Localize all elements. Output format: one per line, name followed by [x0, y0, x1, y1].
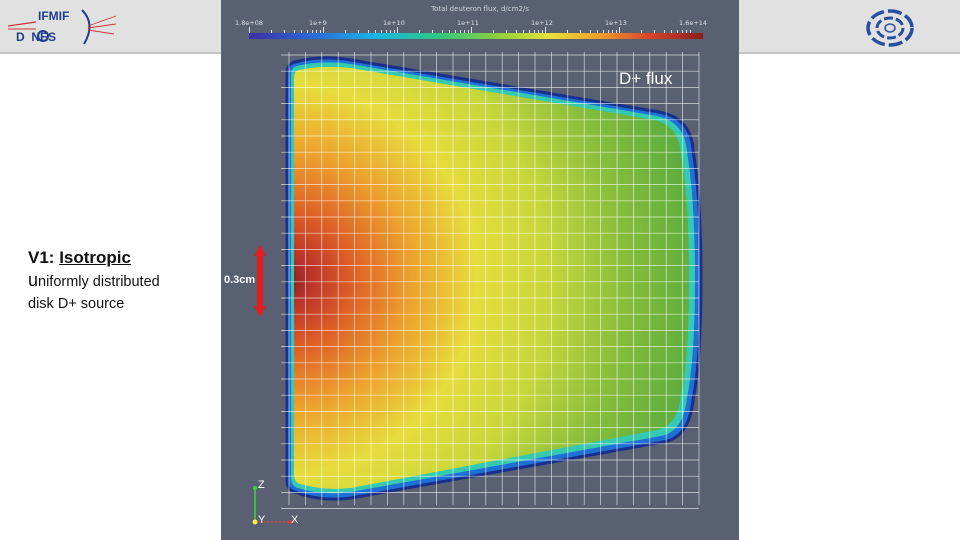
flux-map	[252, 52, 703, 525]
colorbar-tick	[467, 30, 469, 33]
flux-region-fill	[294, 66, 689, 489]
svg-text:D NES: D NES	[16, 30, 56, 44]
colorbar-tick-label: 1.6e+14	[679, 19, 708, 27]
colorbar-tick	[459, 30, 461, 33]
colorbar-tick	[676, 30, 678, 33]
description-title-emphasis: Isotropic	[59, 248, 131, 267]
colorbar-tick	[380, 30, 382, 33]
description-block: V1: Isotropic uniformly distributed disk…	[28, 248, 218, 315]
description-title-prefix: V1:	[28, 248, 60, 267]
colorbar-tick	[367, 30, 369, 33]
colorbar-tick	[271, 30, 273, 33]
source-width-label: 0.3cm	[224, 274, 256, 286]
colorbar-tick	[522, 30, 524, 33]
colorbar-tick	[654, 30, 656, 33]
colorbar-tick	[515, 30, 517, 33]
colorbar-tick	[681, 30, 683, 33]
colorbar-tick	[345, 30, 347, 33]
colorbar-tick	[641, 30, 643, 33]
colorbar-tick	[311, 30, 313, 33]
colorbar-tick-label: 1e+10	[383, 19, 405, 27]
colorbar-tick	[397, 27, 398, 33]
colorbar-tick	[374, 30, 376, 33]
colorbar-tick	[670, 30, 672, 33]
axes-triad	[252, 486, 293, 525]
colorbar-tick-label: 1e+13	[605, 19, 627, 27]
colorbar-tick	[615, 30, 617, 33]
mesh-grid	[281, 52, 700, 509]
colorbar-tick	[580, 30, 582, 33]
colorbar-tick	[454, 30, 456, 33]
colorbar-tick	[393, 30, 395, 33]
colorbar-tick	[685, 30, 687, 33]
colorbar-tick	[448, 30, 450, 33]
colorbar-tick	[607, 30, 609, 33]
description-line1-first: u	[28, 270, 39, 290]
axis-y-label: Y	[258, 514, 266, 526]
colorbar-tick	[493, 30, 495, 33]
colorbar-tick	[589, 30, 591, 33]
plot-label: D+ flux	[619, 69, 673, 88]
colorbar-tick	[619, 27, 620, 33]
colorbar-tick	[315, 30, 317, 33]
colorbar-tick	[293, 30, 295, 33]
colorbar-tick	[441, 30, 443, 33]
description-line1-rest: niformly distributed	[38, 274, 160, 290]
colorbar-tick-label: 1e+9	[309, 19, 327, 27]
colorbar-tick	[545, 27, 546, 33]
description-line2: disk D+ source	[28, 296, 125, 312]
colorbar-tick	[596, 30, 598, 33]
colorbar-tick	[528, 30, 530, 33]
colorbar-tick	[300, 30, 302, 33]
colorbar-tick	[249, 27, 250, 33]
colorbar-tick	[506, 30, 508, 33]
colorbar-tick	[385, 30, 387, 33]
colorbar-tick	[541, 30, 543, 33]
description-body: uniformly distributed disk D+ source	[28, 269, 218, 315]
colorbar-tick	[689, 30, 691, 33]
axis-x-label: X	[291, 514, 299, 526]
colorbar-tick	[319, 30, 321, 33]
colorbar-tick	[663, 30, 665, 33]
ifmif-dones-logo: IFMIF D NES	[7, 9, 117, 45]
colorbar-tick	[537, 30, 539, 33]
colorbar-tick	[463, 30, 465, 33]
colorbar-tick	[389, 30, 391, 33]
colorbar-tick	[419, 30, 421, 33]
description-title: V1: Isotropic	[28, 248, 218, 268]
axis-z-label: Z	[258, 479, 265, 491]
colorbar	[249, 33, 703, 39]
colorbar-tick	[567, 30, 569, 33]
colorbar-tick-label: 1e+12	[531, 19, 553, 27]
source-width-arrow	[254, 245, 266, 317]
colorbar-tick-label: 1.8e+08	[235, 19, 264, 27]
colorbar-tick	[602, 30, 604, 33]
svg-text:IFMIF: IFMIF	[38, 9, 69, 23]
colorbar-tick	[471, 27, 472, 33]
colorbar-title: Total deuteron flux, d/cm2/s	[431, 5, 529, 13]
colorbar-tick	[358, 30, 360, 33]
fusion-institute-logo	[866, 9, 914, 47]
colorbar-tick	[323, 27, 324, 33]
colorbar-tick	[533, 30, 535, 33]
simulation-viewport[interactable]: Total deuteron flux, d/cm2/s 1.8e+08 1e+9…	[221, 0, 739, 540]
colorbar-tick-label: 1e+11	[457, 19, 479, 27]
colorbar-tick	[432, 30, 434, 33]
colorbar-tick	[306, 30, 308, 33]
colorbar-tick	[611, 30, 613, 33]
colorbar-tick	[284, 30, 286, 33]
